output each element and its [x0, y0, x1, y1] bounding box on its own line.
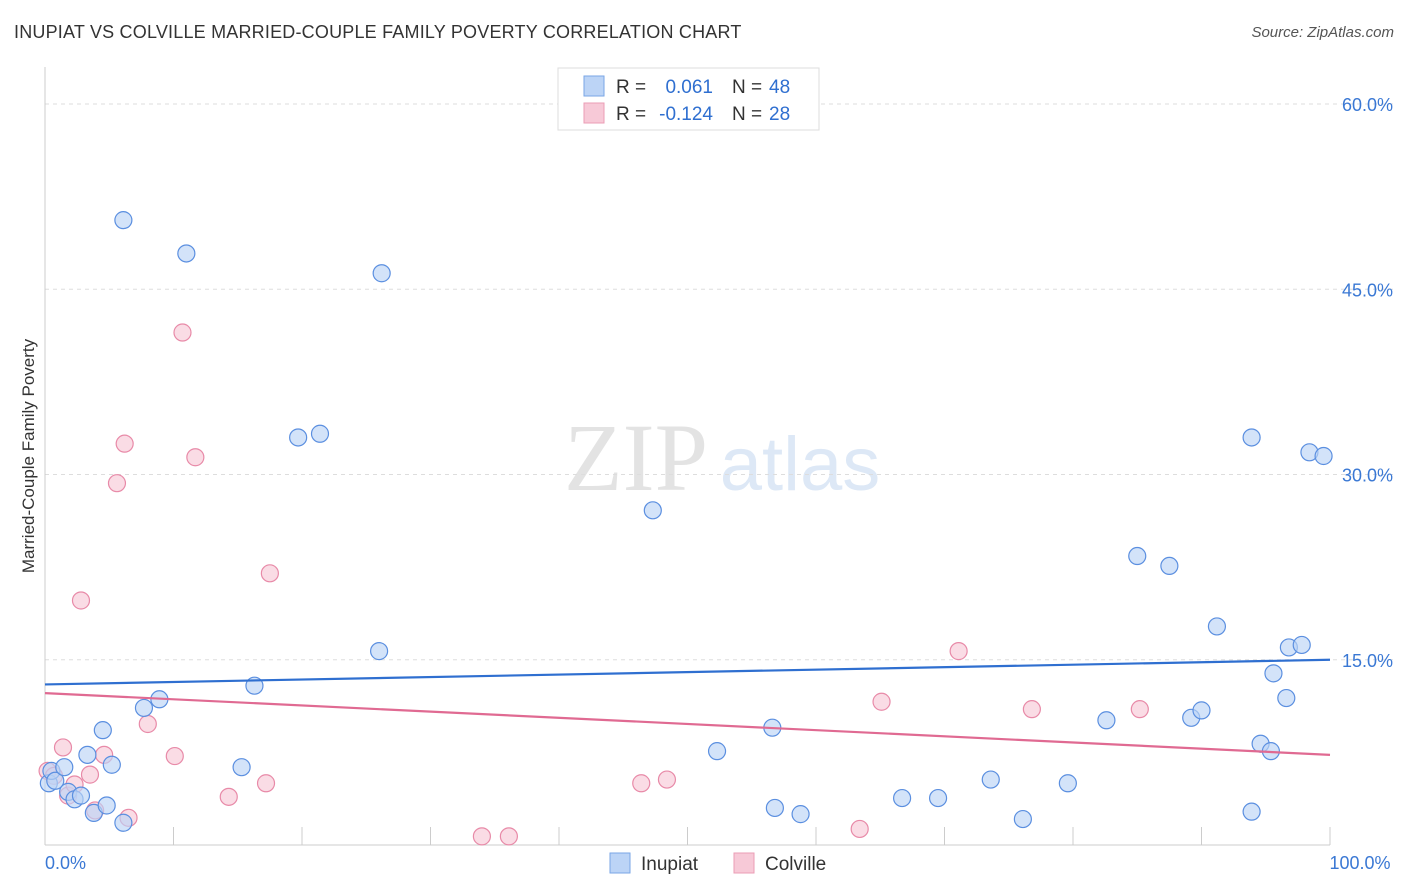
point-inupiat: [102, 755, 121, 774]
point-colville: [256, 774, 276, 793]
point-colville: [499, 827, 518, 846]
series-legend: Inupiat Colville: [609, 852, 826, 875]
point-inupiat: [1314, 446, 1333, 466]
legend-label-inupiat: Inupiat: [641, 854, 699, 875]
x-axis-ticks: [173, 827, 1331, 845]
point-colville: [260, 564, 279, 583]
trend-line-inupiat: [44, 658, 1331, 686]
y-tick-label: 30.0%: [1342, 466, 1393, 486]
gridlines: [45, 103, 1393, 661]
y-tick-label: 15.0%: [1342, 651, 1393, 671]
stats-r-value-colville: -0.124: [659, 104, 713, 125]
point-colville: [219, 787, 238, 806]
point-inupiat: [93, 721, 112, 740]
point-inupiat: [1264, 664, 1283, 683]
stats-n-value-colville: 28: [769, 104, 790, 125]
y-tick-label: 60.0%: [1342, 95, 1393, 115]
stats-n-value-inupiat: 48: [769, 77, 790, 98]
point-colville: [949, 642, 968, 661]
point-colville: [657, 770, 677, 789]
point-colville: [472, 827, 491, 846]
point-inupiat: [765, 798, 784, 818]
point-inupiat: [78, 745, 97, 764]
watermark-atlas: atlas: [720, 422, 881, 507]
stats-swatch-colville: [583, 102, 605, 124]
legend-swatch-colville: [733, 852, 755, 874]
point-inupiat: [1277, 688, 1296, 708]
point-colville: [107, 474, 127, 493]
point-inupiat: [1292, 635, 1311, 655]
point-colville: [1022, 700, 1041, 719]
x-tick-label: 0.0%: [45, 853, 86, 873]
stats-swatch-inupiat: [583, 75, 605, 97]
point-inupiat: [134, 698, 154, 718]
stats-r-label-colville: R =: [616, 104, 646, 125]
point-inupiat: [55, 758, 74, 777]
point-inupiat: [310, 424, 330, 443]
point-inupiat: [928, 788, 948, 808]
trend-lines: [44, 658, 1331, 756]
point-inupiat: [1242, 802, 1261, 821]
point-inupiat: [1013, 809, 1032, 829]
y-tick-label: 45.0%: [1342, 280, 1393, 300]
point-inupiat: [1097, 711, 1116, 730]
legend-label-colville: Colville: [765, 854, 826, 875]
point-inupiat: [71, 786, 91, 805]
point-colville: [53, 738, 73, 757]
point-inupiat: [1242, 428, 1261, 447]
point-inupiat: [46, 771, 65, 790]
stats-legend: R = 0.061 N = 48 R = -0.124 N = 28: [557, 67, 820, 131]
y-axis-tick-labels: 15.0% 30.0% 45.0% 60.0%: [1342, 95, 1393, 671]
stats-r-value-inupiat: 0.061: [665, 77, 713, 98]
x-tick-label: 100.0%: [1329, 853, 1390, 873]
point-inupiat: [643, 501, 662, 520]
stats-n-label-inupiat: N =: [732, 77, 762, 98]
point-inupiat: [177, 244, 196, 263]
point-colville: [850, 819, 869, 839]
point-inupiat: [114, 211, 133, 230]
point-colville: [80, 765, 100, 784]
y-axis-title: Married-Couple Family Poverty: [19, 338, 38, 573]
watermark-zip: ZIP: [564, 404, 708, 511]
point-colville: [115, 434, 134, 453]
point-inupiat: [1192, 701, 1211, 720]
point-colville: [632, 774, 651, 793]
data-points: [38, 211, 1333, 846]
point-inupiat: [370, 642, 389, 661]
point-inupiat: [372, 264, 391, 283]
point-colville: [173, 323, 192, 342]
point-colville: [71, 591, 91, 610]
point-colville: [1130, 700, 1149, 719]
point-colville: [186, 448, 205, 467]
point-inupiat: [707, 742, 727, 761]
point-inupiat: [892, 788, 912, 808]
point-inupiat: [289, 428, 308, 447]
x-axis-tick-labels: 0.0% 100.0%: [45, 853, 1391, 873]
chart-source: Source: ZipAtlas.com: [1251, 24, 1394, 41]
chart-title: INUPIAT VS COLVILLE MARRIED-COUPLE FAMIL…: [14, 22, 742, 42]
point-inupiat: [981, 770, 1000, 789]
point-inupiat: [114, 813, 133, 832]
stats-r-label-inupiat: R =: [616, 77, 646, 98]
point-inupiat: [1160, 556, 1179, 576]
stats-n-label-colville: N =: [732, 104, 762, 125]
point-colville: [138, 714, 157, 734]
point-inupiat: [1128, 546, 1147, 566]
point-inupiat: [791, 805, 810, 824]
watermark: ZIP atlas: [564, 404, 880, 511]
point-colville: [872, 692, 891, 711]
point-inupiat: [232, 758, 251, 777]
point-inupiat: [97, 796, 116, 815]
point-inupiat: [1058, 774, 1077, 793]
trend-line-colville: [44, 692, 1331, 756]
point-inupiat: [1207, 617, 1227, 636]
legend-swatch-inupiat: [609, 852, 631, 874]
point-colville: [165, 746, 184, 766]
